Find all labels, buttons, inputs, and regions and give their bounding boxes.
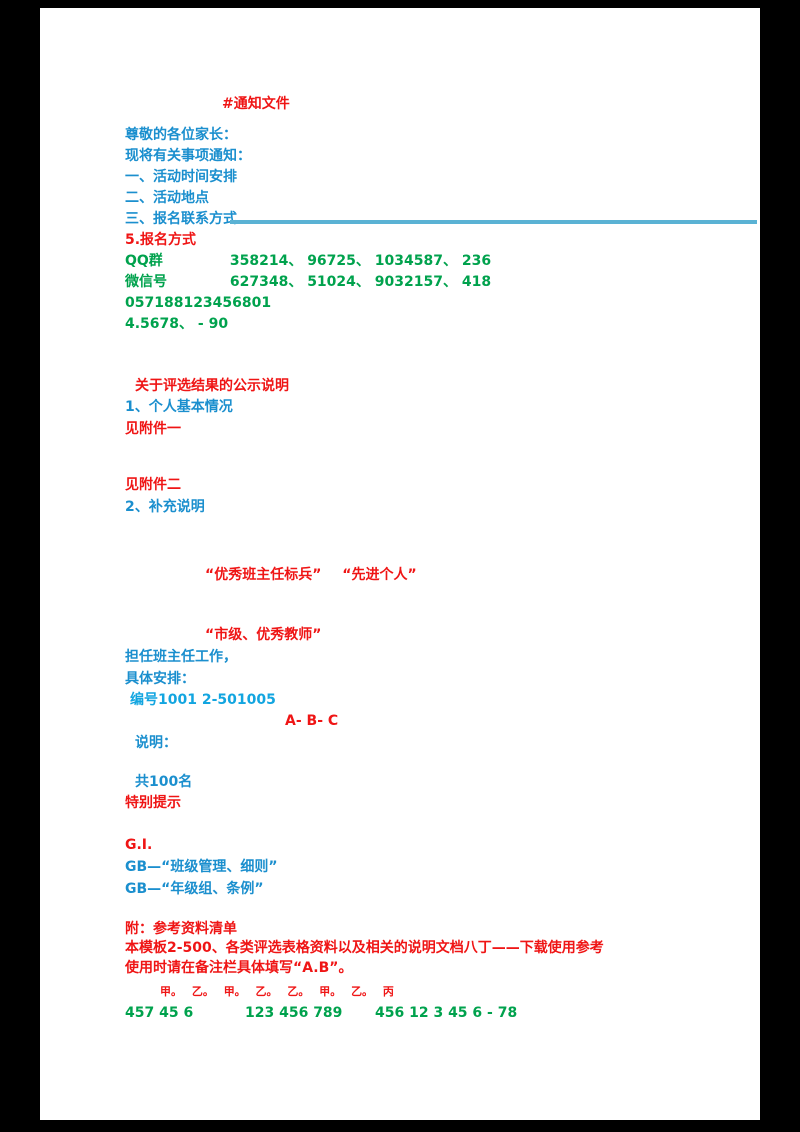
item-5-line: 5.报名方式 bbox=[125, 232, 196, 248]
section-2-heading-text: 2、补充说明 bbox=[125, 499, 205, 515]
qq-contact-line: QQ群 358214、 96725、 1034587、 236 bbox=[125, 253, 491, 269]
footer-numbers-3: 456 12 3 45 6 - 78 bbox=[375, 1005, 518, 1021]
phone-line: 057188123456801 bbox=[125, 295, 271, 311]
marker-token: 甲。 bbox=[160, 985, 182, 998]
section-contact-text: 三、报名联系方式 bbox=[125, 211, 237, 227]
salutation-line: 尊敬的各位家长： bbox=[125, 127, 237, 143]
count-text: 共100名 bbox=[135, 774, 193, 790]
notice-subtitle-text: 关于评选结果的公示说明 bbox=[135, 378, 289, 394]
usage-note-text: 使用时请在备注栏具体填写“A.B”。 bbox=[125, 960, 353, 976]
award-titles-line: “优秀班主任标兵” “先进个人” bbox=[205, 567, 417, 583]
item-5-text: 5.报名方式 bbox=[125, 232, 197, 248]
intro-text: 现将有关事项通知： bbox=[125, 148, 251, 164]
section-contact-line: 三、报名联系方式 bbox=[125, 211, 237, 227]
content-1-text: 见附件一 bbox=[125, 421, 181, 437]
download-note-line: 本模板2-500、各类评选表格资料以及相关的说明文档八丁——下载使用参考 bbox=[125, 940, 604, 956]
section-time-line: 一、活动时间安排 bbox=[125, 169, 237, 185]
wechat-contact-line: 微信号 627348、 51024、 9032157、 418 bbox=[125, 274, 491, 290]
detail-label-text: 具体安排： bbox=[125, 671, 195, 687]
standard-ref-2-text: GB—“年级组、条例” bbox=[125, 881, 264, 897]
salutation-text: 尊敬的各位家长： bbox=[125, 127, 237, 143]
qq-label: QQ群 bbox=[125, 253, 163, 269]
marker-token: 乙。 bbox=[191, 985, 214, 998]
marker-token: 乙。 bbox=[351, 985, 374, 998]
standard-ref-line-1: GB—“班级管理、细则” bbox=[125, 859, 278, 875]
intro-line: 现将有关事项通知： bbox=[125, 148, 251, 164]
gi-label-text: G.I. bbox=[125, 837, 153, 853]
gi-label-line: G.I. bbox=[125, 837, 152, 853]
content-line-1: 见附件一 bbox=[125, 421, 181, 437]
section-place-text: 二、活动地点 bbox=[125, 190, 209, 206]
marker-row: 甲。 乙。 甲。 乙。 乙。 甲。 乙。 丙 bbox=[160, 985, 400, 998]
section-1-heading-line: 1、个人基本情况 bbox=[125, 399, 233, 415]
content-2-text: 见附件二 bbox=[125, 477, 181, 493]
detail-label-line: 具体安排： bbox=[125, 671, 195, 687]
section-1-heading-text: 1、个人基本情况 bbox=[125, 399, 233, 415]
count-line: 共100名 bbox=[135, 774, 192, 790]
footer-numbers-2: 123 456 789 bbox=[245, 1005, 343, 1021]
marker-token: 甲。 bbox=[319, 985, 342, 998]
footer-numbers-1: 457 45 6 bbox=[125, 1005, 194, 1021]
content-line-2: 见附件二 bbox=[125, 477, 181, 493]
award-title-2: “先进个人” bbox=[342, 567, 417, 583]
marker-token: 丙 bbox=[382, 985, 394, 998]
grade-text: A- B- C bbox=[285, 713, 339, 729]
code-text: 编号1001 2-501005 bbox=[130, 692, 276, 708]
marker-token: 甲。 bbox=[223, 985, 246, 998]
references-heading-line: 附：参考资料清单 bbox=[125, 921, 237, 937]
standard-ref-1-text: GB—“班级管理、细则” bbox=[125, 859, 278, 875]
references-heading-text: 附：参考资料清单 bbox=[125, 921, 237, 937]
award-title-line-2: “市级、优秀教师” bbox=[205, 627, 321, 643]
contact-underline-rule bbox=[230, 220, 757, 224]
section-place-line: 二、活动地点 bbox=[125, 190, 209, 206]
extra-numbers: 4.5678、 - 90 bbox=[125, 316, 229, 332]
extra-numbers-line: 4.5678、 - 90 bbox=[125, 316, 228, 332]
duty-line: 担任班主任工作， bbox=[125, 649, 237, 665]
doc-hashtag: #通知文件 bbox=[222, 96, 290, 112]
note-label-line: 说明： bbox=[135, 735, 177, 751]
phone-numbers: 057188123456801 bbox=[125, 295, 272, 311]
hashtag-text: #通知文件 bbox=[222, 96, 290, 112]
note-label-text: 说明： bbox=[135, 735, 177, 751]
marker-token: 乙。 bbox=[255, 985, 278, 998]
section-time-text: 一、活动时间安排 bbox=[125, 169, 237, 185]
award-title-3: “市级、优秀教师” bbox=[205, 627, 322, 643]
notice-label-text: 特别提示 bbox=[125, 795, 181, 811]
usage-note-line: 使用时请在备注栏具体填写“A.B”。 bbox=[125, 960, 353, 976]
qq-numbers: 358214、 96725、 1034587、 236 bbox=[229, 253, 492, 269]
standard-ref-line-2: GB—“年级组、条例” bbox=[125, 881, 264, 897]
notice-label-line: 特别提示 bbox=[125, 795, 181, 811]
section-2-heading-line: 2、补充说明 bbox=[125, 499, 205, 515]
grade-line: A- B- C bbox=[285, 713, 338, 729]
download-note-text: 本模板2-500、各类评选表格资料以及相关的说明文档八丁——下载使用参考 bbox=[125, 940, 604, 956]
code-line: 编号1001 2-501005 bbox=[130, 692, 276, 708]
notice-subtitle-line: 关于评选结果的公示说明 bbox=[135, 378, 289, 394]
marker-token: 乙。 bbox=[287, 985, 310, 998]
award-title-1: “优秀班主任标兵” bbox=[205, 567, 322, 583]
wechat-numbers: 627348、 51024、 9032157、 418 bbox=[229, 274, 492, 290]
duty-text: 担任班主任工作， bbox=[125, 649, 237, 665]
document-page: #通知文件 尊敬的各位家长： 现将有关事项通知： 一、活动时间安排 二、活动地点… bbox=[40, 8, 760, 1120]
wechat-label: 微信号 bbox=[125, 274, 167, 290]
